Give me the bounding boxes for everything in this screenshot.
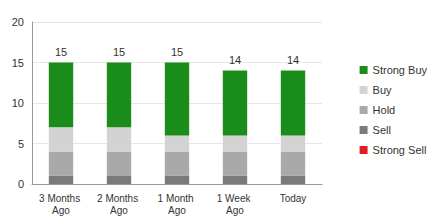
- svg-text:14: 14: [287, 54, 299, 66]
- svg-text:Hold: Hold: [373, 104, 396, 116]
- svg-text:15: 15: [55, 46, 67, 58]
- svg-text:Ago: Ago: [168, 205, 186, 216]
- svg-text:Sell: Sell: [373, 124, 391, 136]
- svg-text:Strong Sell: Strong Sell: [373, 144, 427, 156]
- svg-text:1 Month: 1 Month: [158, 193, 197, 204]
- svg-text:14: 14: [229, 54, 241, 66]
- svg-text:1 Week: 1 Week: [217, 193, 254, 204]
- svg-text:3 Months: 3 Months: [39, 193, 83, 204]
- svg-text:Today: Today: [280, 193, 307, 204]
- svg-text:10: 10: [12, 97, 24, 109]
- svg-text:2 Months: 2 Months: [97, 193, 141, 204]
- svg-text:15: 15: [171, 46, 183, 58]
- svg-text:20: 20: [12, 16, 24, 28]
- svg-text:15: 15: [12, 57, 24, 69]
- svg-text:5: 5: [18, 138, 24, 150]
- svg-text:Strong Buy: Strong Buy: [373, 64, 428, 76]
- svg-text:Ago: Ago: [226, 205, 244, 216]
- svg-text:Ago: Ago: [52, 205, 70, 216]
- svg-text:Ago: Ago: [110, 205, 128, 216]
- svg-text:0: 0: [18, 178, 24, 190]
- svg-text:Buy: Buy: [373, 84, 392, 96]
- svg-text:15: 15: [113, 46, 125, 58]
